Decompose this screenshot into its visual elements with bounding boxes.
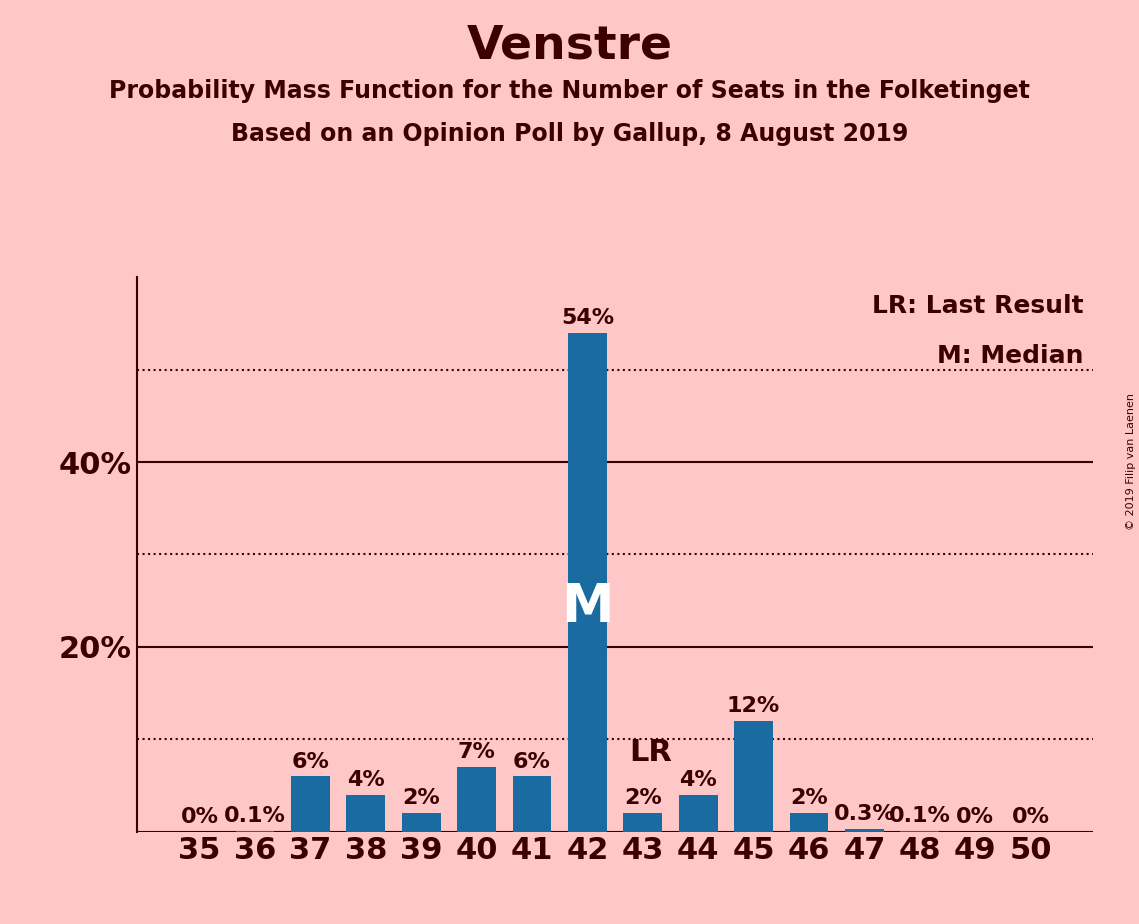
Text: 0.1%: 0.1% xyxy=(888,806,951,826)
Text: 0%: 0% xyxy=(1011,807,1049,827)
Text: Probability Mass Function for the Number of Seats in the Folketinget: Probability Mass Function for the Number… xyxy=(109,79,1030,103)
Bar xyxy=(623,813,662,832)
Text: 6%: 6% xyxy=(513,751,551,772)
Text: Venstre: Venstre xyxy=(467,23,672,68)
Bar xyxy=(236,831,274,832)
Text: 12%: 12% xyxy=(727,696,780,716)
Text: M: Median: M: Median xyxy=(937,344,1084,368)
Text: 0%: 0% xyxy=(956,807,994,827)
Bar xyxy=(679,795,718,832)
Text: 6%: 6% xyxy=(292,751,329,772)
Text: 2%: 2% xyxy=(402,788,440,808)
Bar xyxy=(900,831,940,832)
Bar xyxy=(402,813,441,832)
Text: 4%: 4% xyxy=(347,770,385,790)
Bar xyxy=(346,795,385,832)
Text: Based on an Opinion Poll by Gallup, 8 August 2019: Based on an Opinion Poll by Gallup, 8 Au… xyxy=(231,122,908,146)
Text: 7%: 7% xyxy=(458,742,495,762)
Text: 0.3%: 0.3% xyxy=(834,804,895,824)
Bar xyxy=(789,813,828,832)
Text: 0%: 0% xyxy=(181,807,219,827)
Text: 54%: 54% xyxy=(560,308,614,328)
Text: 2%: 2% xyxy=(790,788,828,808)
Text: 4%: 4% xyxy=(679,770,718,790)
Text: 2%: 2% xyxy=(624,788,662,808)
Text: LR: Last Result: LR: Last Result xyxy=(872,294,1084,318)
Bar xyxy=(290,776,330,832)
Bar xyxy=(568,333,607,832)
Text: M: M xyxy=(562,581,614,633)
Text: 0.1%: 0.1% xyxy=(224,806,286,826)
Bar xyxy=(457,767,495,832)
Bar xyxy=(845,829,884,832)
Text: © 2019 Filip van Laenen: © 2019 Filip van Laenen xyxy=(1125,394,1136,530)
Text: LR: LR xyxy=(630,738,672,767)
Bar xyxy=(513,776,551,832)
Bar xyxy=(735,721,773,832)
